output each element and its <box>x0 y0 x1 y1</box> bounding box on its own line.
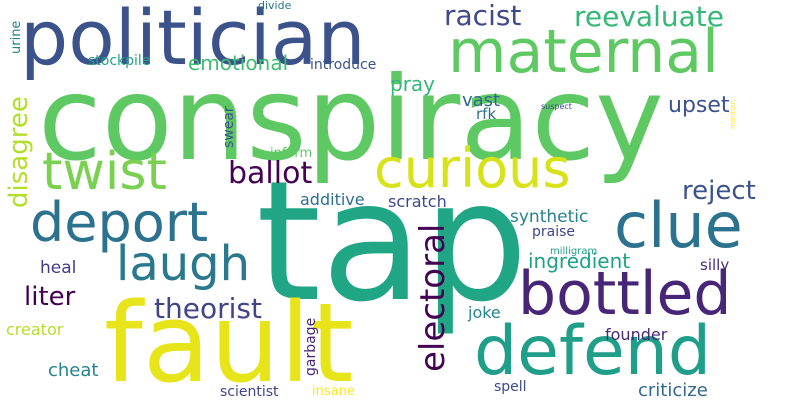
word-criticize: criticize <box>638 380 708 400</box>
word-insane: insane <box>312 384 355 399</box>
word-vast: vast <box>462 90 501 111</box>
word-scientist: scientist <box>220 384 279 400</box>
word-divide: divide <box>258 0 292 12</box>
word-politician: politician <box>20 0 366 82</box>
word-swear: swear <box>221 106 237 148</box>
word-urine: urine <box>9 20 24 54</box>
word-founder: founder <box>605 325 668 344</box>
word-additive: additive <box>300 190 365 209</box>
word-introduce: introduce <box>310 57 377 73</box>
word-upset: upset <box>668 93 730 118</box>
word-defend: defend <box>474 312 712 391</box>
word-spell: spell <box>494 379 527 395</box>
word-ingredient: ingredient <box>528 249 631 273</box>
word-heal: heal <box>40 258 77 278</box>
word-tap: tap <box>256 146 529 339</box>
word-pray: pray <box>390 72 436 96</box>
word-electoral: electoral <box>413 223 453 372</box>
word-twist: twist <box>42 142 167 202</box>
word-theorist: theorist <box>154 292 262 325</box>
word-racist: racist <box>444 0 522 32</box>
word-scratch: scratch <box>388 192 447 211</box>
word-laugh: laugh <box>116 236 251 292</box>
word-stockpile: stockpile <box>88 53 151 69</box>
word-rfk: rfk <box>476 105 497 123</box>
word-cheat: cheat <box>48 360 99 381</box>
word-reject: reject <box>682 176 756 206</box>
word-liter: liter <box>24 282 76 312</box>
word-ballot: ballot <box>228 156 313 191</box>
word-curious: curious <box>374 137 571 200</box>
word-maternal: maternal <box>448 17 719 87</box>
word-emotional: emotional <box>188 51 289 75</box>
word-joke: joke <box>468 303 501 322</box>
word-garbage: garbage <box>303 317 319 376</box>
word-suspect: suspect <box>541 102 572 111</box>
word-praise: praise <box>532 224 576 240</box>
word-synthetic: synthetic <box>510 207 589 227</box>
word-conspiracy: conspiracy <box>38 52 664 187</box>
word-deport: deport <box>30 191 209 254</box>
word-fault: fault <box>104 279 354 400</box>
word-disagree: disagree <box>4 96 34 208</box>
word-silly: silly <box>700 256 730 274</box>
word-inform: inform <box>270 146 313 161</box>
word-reevaluate: reevaluate <box>574 0 724 33</box>
word-bottled: bottled <box>518 259 732 329</box>
word-mention: mention <box>729 100 737 129</box>
word-creator: creator <box>6 320 64 339</box>
word-milligram: milligram <box>550 246 598 257</box>
word-clue: clue <box>614 189 743 262</box>
